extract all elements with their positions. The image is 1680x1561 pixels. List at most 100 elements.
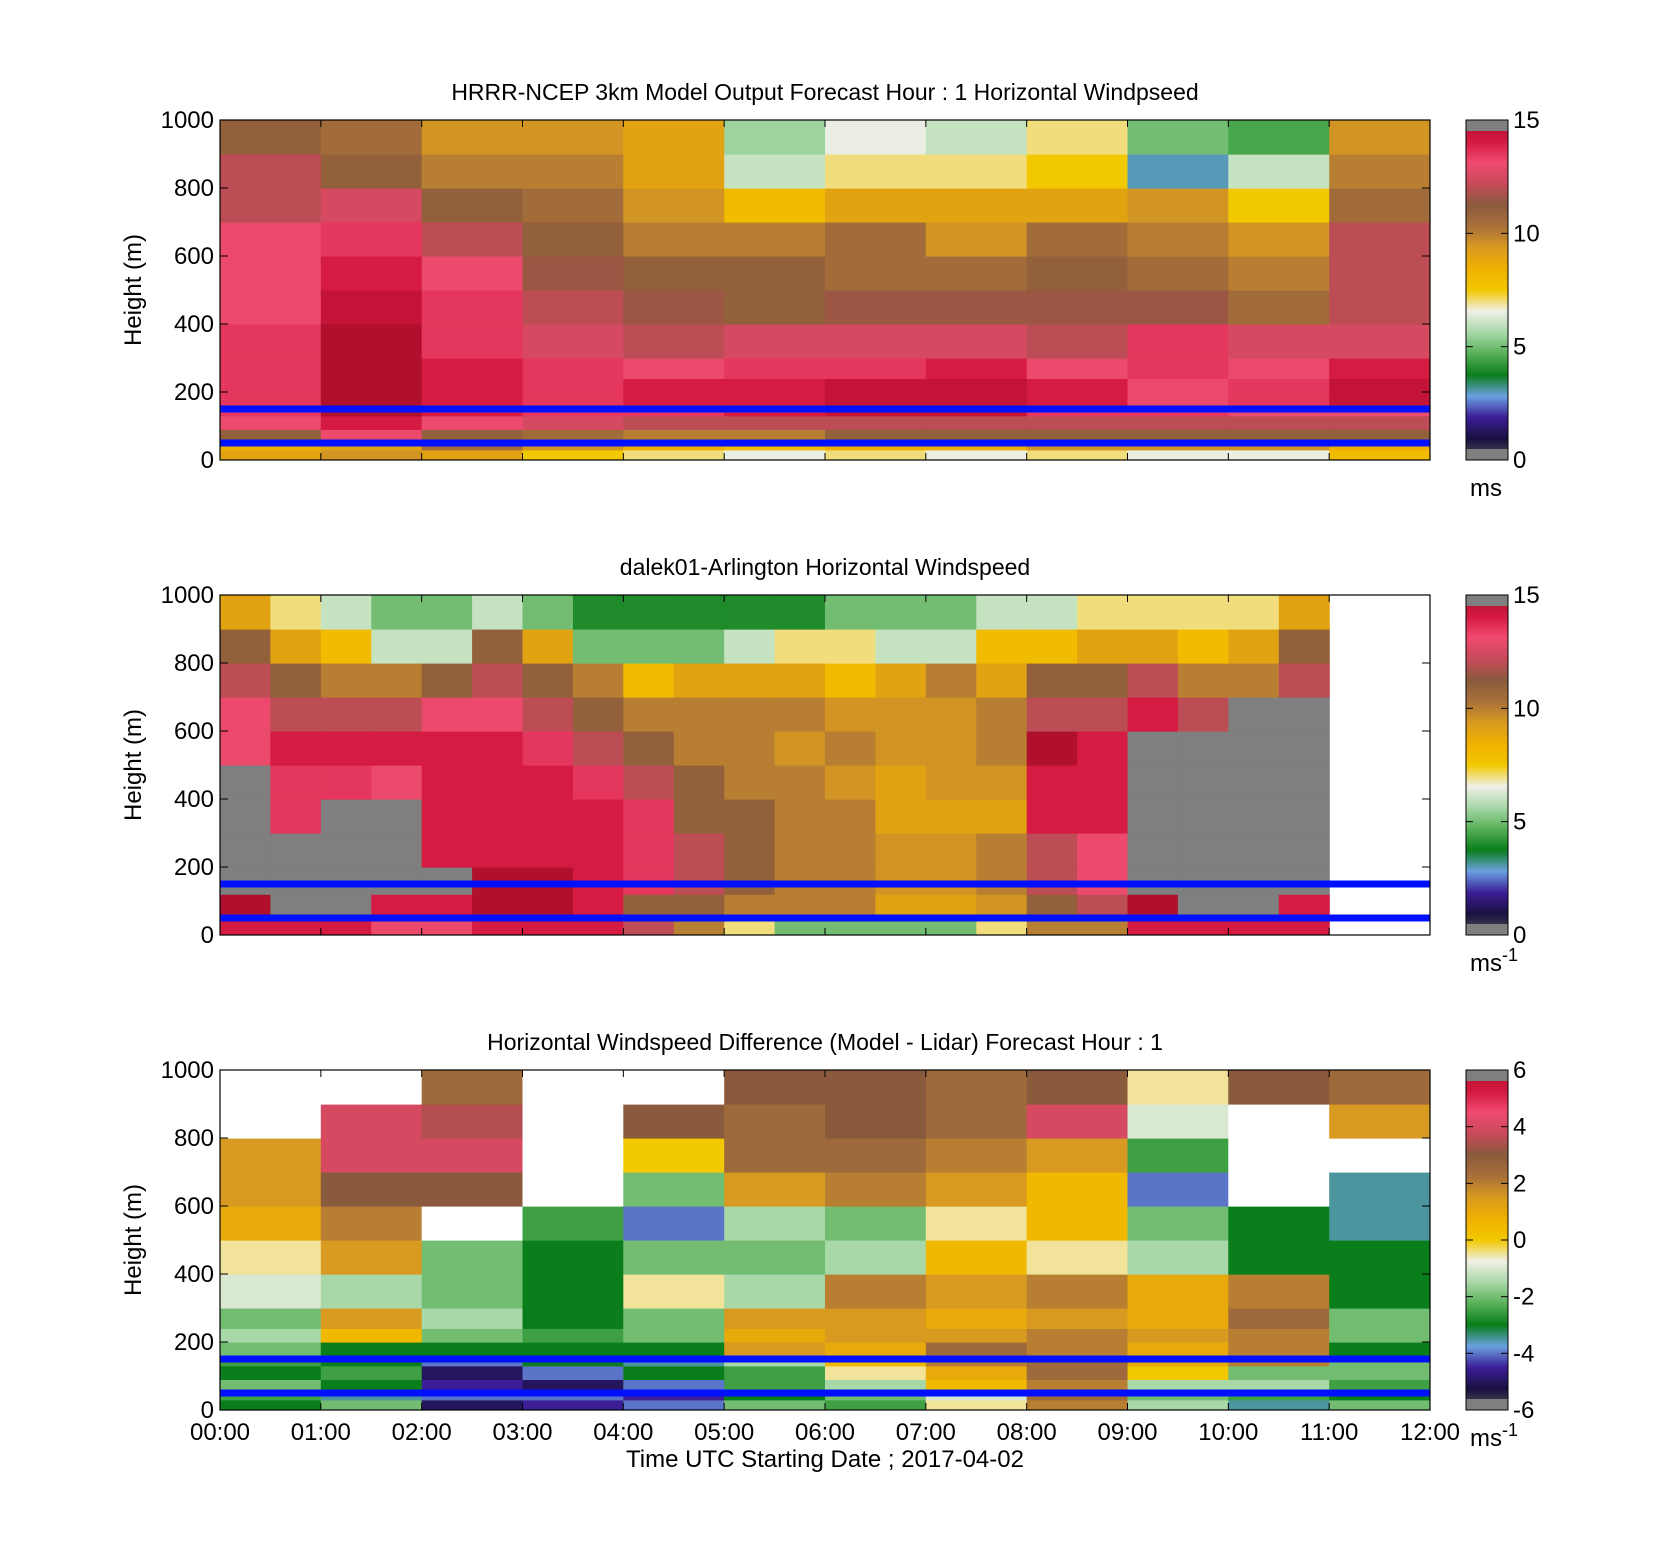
heat-cell [875, 731, 927, 766]
heat-cell [976, 663, 1028, 698]
heat-cell [1026, 629, 1078, 664]
heat-cell [421, 429, 524, 441]
heat-cell [421, 358, 524, 379]
heat-cell [220, 358, 322, 379]
heat-cell [1228, 1328, 1330, 1343]
heat-cell [724, 222, 826, 257]
heat-cell [1127, 1399, 1229, 1410]
heat-cell [623, 1342, 725, 1357]
heat-cell [976, 697, 1028, 732]
heat-cell [1026, 663, 1078, 698]
heat-cell [472, 731, 524, 766]
heat-cell [522, 1274, 624, 1309]
heat-cell [925, 1328, 1028, 1343]
heat-cell [825, 1342, 927, 1357]
heat-cell [1127, 1070, 1229, 1105]
heat-cell [1026, 1070, 1129, 1105]
heat-cell [875, 833, 927, 868]
heat-cell [623, 324, 725, 359]
heat-cell [320, 222, 423, 257]
heat-cell [320, 1379, 423, 1391]
colorbar-tick-label: -4 [1513, 1340, 1534, 1367]
heat-cell [320, 894, 372, 916]
heat-cell [270, 595, 322, 630]
heat-cell [421, 1138, 524, 1173]
heat-cell [774, 697, 826, 732]
heat-cell [623, 629, 675, 664]
heat-cell [1329, 1240, 1430, 1275]
heat-cell [1127, 894, 1179, 916]
heat-cell [1127, 1308, 1229, 1329]
heat-cell [1026, 1379, 1129, 1391]
heat-cell [925, 629, 977, 664]
heat-cell [1329, 449, 1430, 460]
heat-cell [1026, 1342, 1129, 1357]
heat-cell [1278, 731, 1330, 766]
heat-cell [825, 697, 876, 732]
heat-cell [421, 629, 473, 664]
heat-cell [220, 1342, 322, 1357]
heat-cell [320, 1274, 423, 1309]
heat-cell [1329, 290, 1430, 325]
heat-cell [220, 1070, 322, 1105]
heat-cell [623, 1206, 725, 1241]
heat-cell [724, 1365, 826, 1380]
heat-cell [875, 697, 927, 732]
x-tick-label: 06:00 [795, 1419, 855, 1446]
colorbar: 0 5 10 15 ms [1465, 107, 1540, 502]
heat-cell [220, 449, 322, 460]
heat-cell [1026, 1172, 1129, 1207]
heat-cell [371, 894, 423, 916]
heat-cell [572, 697, 624, 732]
heat-cell [522, 290, 624, 325]
heat-cell [1026, 765, 1078, 800]
heat-cell [1026, 358, 1129, 379]
heat-cell [1127, 595, 1179, 630]
heat-cell [421, 120, 524, 155]
heat-cell [1228, 324, 1330, 359]
heat-cell [371, 663, 423, 698]
heat-cell [320, 392, 423, 407]
colorbar-gradient [1465, 119, 1509, 461]
heat-cell [1026, 222, 1129, 257]
colorbar-tick-label: -6 [1513, 1397, 1534, 1424]
heat-cell [825, 1379, 927, 1391]
heat-cell [522, 629, 574, 664]
heat-cell [1278, 629, 1330, 664]
heat-cell [724, 663, 776, 698]
heat-cell [220, 378, 322, 393]
heat-cell [925, 731, 977, 766]
heat-cell [1127, 222, 1229, 257]
heat-cell [875, 663, 927, 698]
heat-cell [724, 415, 826, 430]
heat-cell [1077, 765, 1129, 800]
heat-cell [1329, 1172, 1430, 1207]
heat-cell [875, 595, 927, 630]
heat-cell [825, 324, 927, 359]
heat-cell [1329, 1328, 1430, 1343]
heat-cell [522, 1172, 624, 1207]
heat-cell [1228, 833, 1280, 868]
heat-cell [825, 120, 927, 155]
colorbar-tick-label: 10 [1513, 695, 1540, 722]
heat-cell [925, 1308, 1028, 1329]
heat-cell [976, 629, 1028, 664]
heat-cell [1077, 799, 1129, 834]
colorbar: -6 -4 -2 0 2 4 6 ms-1 [1465, 1057, 1534, 1452]
heat-cell [825, 1172, 927, 1207]
heat-cell [1127, 324, 1229, 359]
y-tick-label: 800 [174, 175, 214, 202]
heat-cell [1278, 799, 1330, 834]
heat-cell [572, 629, 624, 664]
heat-cell [320, 595, 372, 630]
heat-cell [1228, 1365, 1330, 1380]
heat-cell [623, 1328, 725, 1343]
heat-cell [623, 1240, 725, 1275]
y-tick-label: 400 [174, 311, 214, 338]
heat-cell [925, 256, 1028, 291]
heat-cell [724, 290, 826, 325]
heat-cell [1127, 765, 1179, 800]
heat-cell [1228, 595, 1280, 630]
heat-cell [220, 154, 322, 189]
heat-cell [623, 1104, 725, 1139]
